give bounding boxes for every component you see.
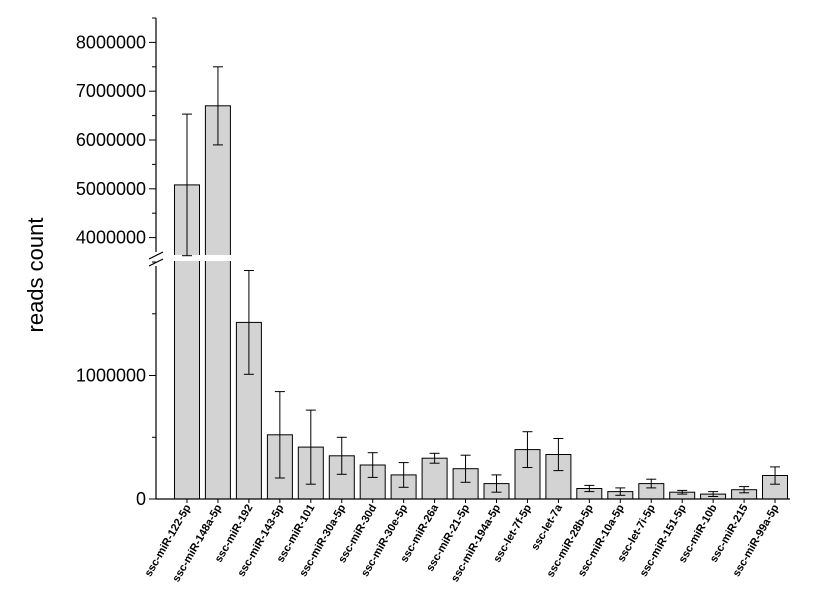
error-bar-ssc-miR-122-5p xyxy=(182,113,192,257)
error-bar-ssc-miR-99a-5p xyxy=(770,466,781,485)
y-tick-label-1000000: 1000000 xyxy=(76,366,146,386)
error-bar-ssc-miR-30d xyxy=(367,452,378,478)
error-bar-ssc-miR-215 xyxy=(739,486,750,494)
error-bar-ssc-miR-30e-5p xyxy=(398,462,409,488)
error-bar-ssc-miR-28b-5p xyxy=(584,484,595,493)
error-bar-ssc-miR-30a-5p xyxy=(336,436,347,475)
error-bar-ssc-miR-151-5p xyxy=(677,489,688,495)
y-axis-group: 0 1000000 4000000 5000000 6000000 7000000 8000… xyxy=(76,17,164,509)
error-bar-ssc-miR-26a xyxy=(429,452,440,464)
y-tick-label-8000000: 8000000 xyxy=(76,32,146,52)
x-axis-group: ssc-miR-122-5pssc-miR-148a-5pssc-miR-192… xyxy=(143,498,790,584)
error-bars-group xyxy=(182,66,781,497)
error-bar-ssc-let-7f-5p xyxy=(522,431,533,468)
y-tick-label-0: 0 xyxy=(136,489,146,509)
error-bar-ssc-miR-21-5p xyxy=(460,454,471,483)
y-tick-label-6000000: 6000000 xyxy=(76,130,146,150)
bar-ssc-miR-148a-5p xyxy=(204,105,231,500)
error-bar-ssc-miR-194a-5p xyxy=(491,474,502,493)
error-bar-ssc-miR-101 xyxy=(305,409,316,485)
bars-group xyxy=(150,105,788,500)
y-tick-label-7000000: 7000000 xyxy=(76,81,146,101)
error-bar-ssc-miR-192 xyxy=(243,270,254,375)
y-tick-label-5000000: 5000000 xyxy=(76,179,146,199)
error-bar-ssc-miR-143-5p xyxy=(274,391,285,479)
bar-ssc-miR-26a xyxy=(421,457,448,500)
axis-break-gap xyxy=(150,255,260,261)
error-bar-ssc-miR-10b xyxy=(708,491,719,497)
y-axis-title: reads count xyxy=(23,218,48,333)
error-bar-ssc-miR-148a-5p xyxy=(212,66,223,146)
error-bar-ssc-miR-10a-5p xyxy=(615,487,626,496)
error-bar-ssc-let-7i-5p xyxy=(646,478,657,489)
y-tick-label-4000000: 4000000 xyxy=(76,228,146,248)
error-bar-ssc-let-7a xyxy=(553,438,564,472)
axis-break-mark xyxy=(148,251,164,260)
